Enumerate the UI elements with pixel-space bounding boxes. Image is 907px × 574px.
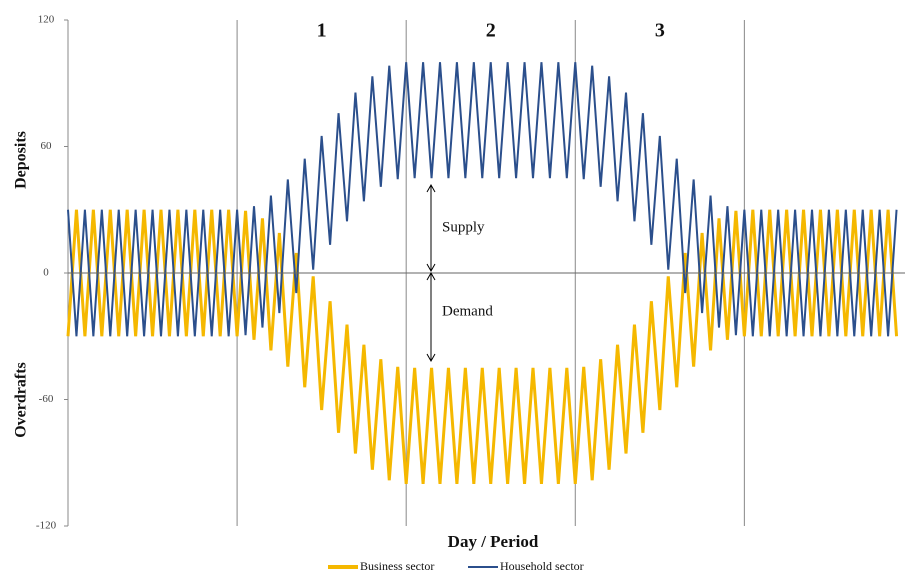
y-tick-label: 0 [43, 267, 49, 279]
y-label-top: Deposits [13, 131, 30, 189]
demand-arrowheads [426, 271, 436, 363]
supply-arrowheads [426, 183, 436, 273]
period-label: 3 [655, 20, 665, 42]
y-tick-label: -60 [39, 393, 54, 405]
y-tick-label: 120 [38, 14, 55, 26]
annotation-demand: Demand [442, 303, 493, 319]
legend-label: Household sector [500, 559, 584, 573]
plot: -120 -60 0 60 120 1 2 3 [36, 14, 905, 532]
y-label-bottom: Overdrafts [13, 362, 30, 438]
period-label: 2 [486, 20, 496, 42]
annotation-supply: Supply [442, 219, 485, 235]
annotation-arrows [426, 183, 436, 363]
legend-label: Business sector [360, 559, 434, 573]
x-label: Day / Period [448, 532, 539, 551]
period-label: 1 [317, 20, 327, 42]
y-tick-label: 60 [41, 140, 53, 152]
legend: Business sector Household sector [328, 559, 584, 573]
y-tick-label: -120 [36, 520, 57, 532]
series-line [67, 62, 898, 337]
series-line [66, 209, 899, 484]
